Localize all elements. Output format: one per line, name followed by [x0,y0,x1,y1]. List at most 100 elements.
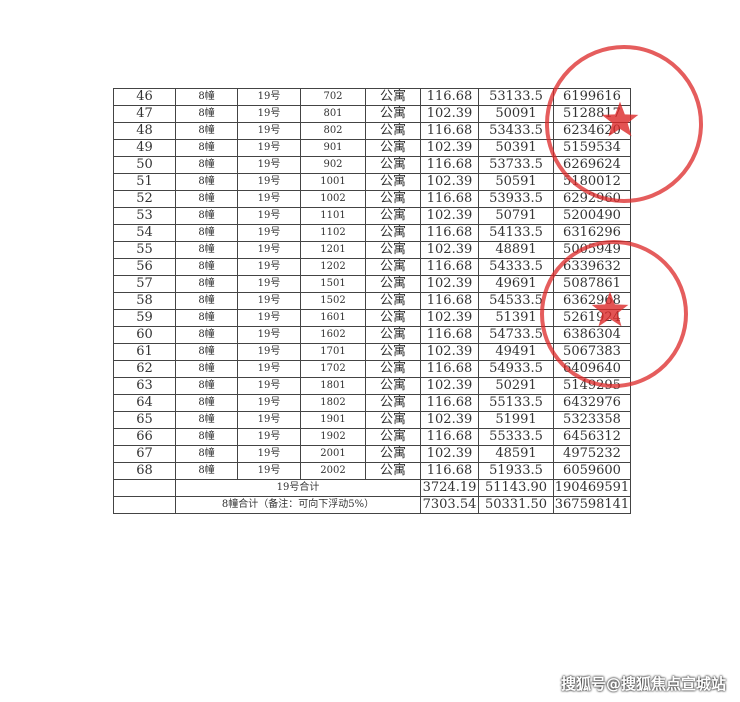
usage: 公寓 [365,428,421,446]
row-number: 57 [113,275,176,293]
unit: 19号 [237,88,301,106]
price-table: 46 8幢 19号 702 公寓 116.68 53133.5 6199616 47 8幢 19号 8… [113,88,631,514]
unit-price: 53133.5 [478,88,554,106]
unit-price: 50291 [478,377,554,395]
table-row: 54 8幢 19号 1102 公寓 116.68 54133.5 6316296 [113,224,631,242]
building: 8幢 [175,292,238,310]
area: 116.68 [420,88,479,106]
table-row: 57 8幢 19号 1501 公寓 102.39 49691 5087861 [113,275,631,293]
area: 116.68 [420,122,479,140]
unit-price: 54933.5 [478,360,554,378]
area: 102.39 [420,173,479,191]
total-price: 5323358 [553,411,631,429]
room: 1002 [300,190,366,208]
table-row: 47 8幢 19号 801 公寓 102.39 50091 5128817 [113,105,631,123]
usage: 公寓 [365,122,421,140]
usage: 公寓 [365,360,421,378]
total-price: 6269624 [553,156,631,174]
room: 1102 [300,224,366,242]
total-price: 5149295 [553,377,631,395]
unit: 19号 [237,377,301,395]
unit: 19号 [237,411,301,429]
area: 102.39 [420,275,479,293]
total-price: 6234620 [553,122,631,140]
table-row: 58 8幢 19号 1502 公寓 116.68 54533.5 6362968 [113,292,631,310]
unit-price: 51991 [478,411,554,429]
unit-price: 48891 [478,241,554,259]
unit-price: 50391 [478,139,554,157]
usage: 公寓 [365,258,421,276]
building: 8幢 [175,377,238,395]
room: 2001 [300,445,366,463]
row-number: 58 [113,292,176,310]
total-price: 6339632 [553,258,631,276]
building: 8幢 [175,241,238,259]
unit-price: 49691 [478,275,554,293]
row-number: 54 [113,224,176,242]
building: 8幢 [175,309,238,327]
table-row: 62 8幢 19号 1702 公寓 116.68 54933.5 6409640 [113,360,631,378]
unit: 19号 [237,122,301,140]
unit-price: 51391 [478,309,554,327]
usage: 公寓 [365,275,421,293]
unit-price: 55333.5 [478,428,554,446]
building: 8幢 [175,326,238,344]
usage: 公寓 [365,207,421,225]
area: 116.68 [420,462,479,480]
table-row: 64 8幢 19号 1802 公寓 116.68 55133.5 6432976 [113,394,631,412]
unit-price: 54333.5 [478,258,554,276]
table-row: 67 8幢 19号 2001 公寓 102.39 48591 4975232 [113,445,631,463]
unit: 19号 [237,309,301,327]
row-number: 56 [113,258,176,276]
grand-total-row: 8幢合计（备注：可向下浮动5%） 7303.54 50331.50 367598… [113,496,631,514]
unit-price: 53933.5 [478,190,554,208]
area: 102.39 [420,241,479,259]
unit: 19号 [237,156,301,174]
total-price: 5159534 [553,139,631,157]
unit: 19号 [237,445,301,463]
watermark: 搜狐号@搜狐焦点宣城站 [560,675,726,693]
unit: 19号 [237,258,301,276]
row-number: 68 [113,462,176,480]
unit-price: 49491 [478,343,554,361]
unit: 19号 [237,428,301,446]
unit-price: 48591 [478,445,554,463]
row-number: 53 [113,207,176,225]
area: 102.39 [420,139,479,157]
row-number: 48 [113,122,176,140]
area: 116.68 [420,428,479,446]
building: 8幢 [175,224,238,242]
usage: 公寓 [365,156,421,174]
total-price: 4975232 [553,445,631,463]
room: 1901 [300,411,366,429]
unit-price: 50591 [478,173,554,191]
usage: 公寓 [365,394,421,412]
room: 1601 [300,309,366,327]
subtotal-area: 3724.19 [420,479,479,497]
table-row: 52 8幢 19号 1002 公寓 116.68 53933.5 6292960 [113,190,631,208]
room: 2002 [300,462,366,480]
room: 1701 [300,343,366,361]
unit: 19号 [237,105,301,123]
area: 116.68 [420,190,479,208]
building: 8幢 [175,394,238,412]
unit: 19号 [237,241,301,259]
area: 116.68 [420,292,479,310]
unit-price: 54733.5 [478,326,554,344]
table-row: 48 8幢 19号 802 公寓 116.68 53433.5 6234620 [113,122,631,140]
row-number: 52 [113,190,176,208]
grand-total-label: 8幢合计（备注：可向下浮动5%） [175,496,421,514]
usage: 公寓 [365,173,421,191]
room: 802 [300,122,366,140]
room: 901 [300,139,366,157]
row-number: 49 [113,139,176,157]
usage: 公寓 [365,411,421,429]
usage: 公寓 [365,377,421,395]
usage: 公寓 [365,445,421,463]
table-row: 55 8幢 19号 1201 公寓 102.39 48891 5005949 [113,241,631,259]
unit-price: 53733.5 [478,156,554,174]
usage: 公寓 [365,343,421,361]
row-number: 55 [113,241,176,259]
total-price: 5087861 [553,275,631,293]
room: 1202 [300,258,366,276]
